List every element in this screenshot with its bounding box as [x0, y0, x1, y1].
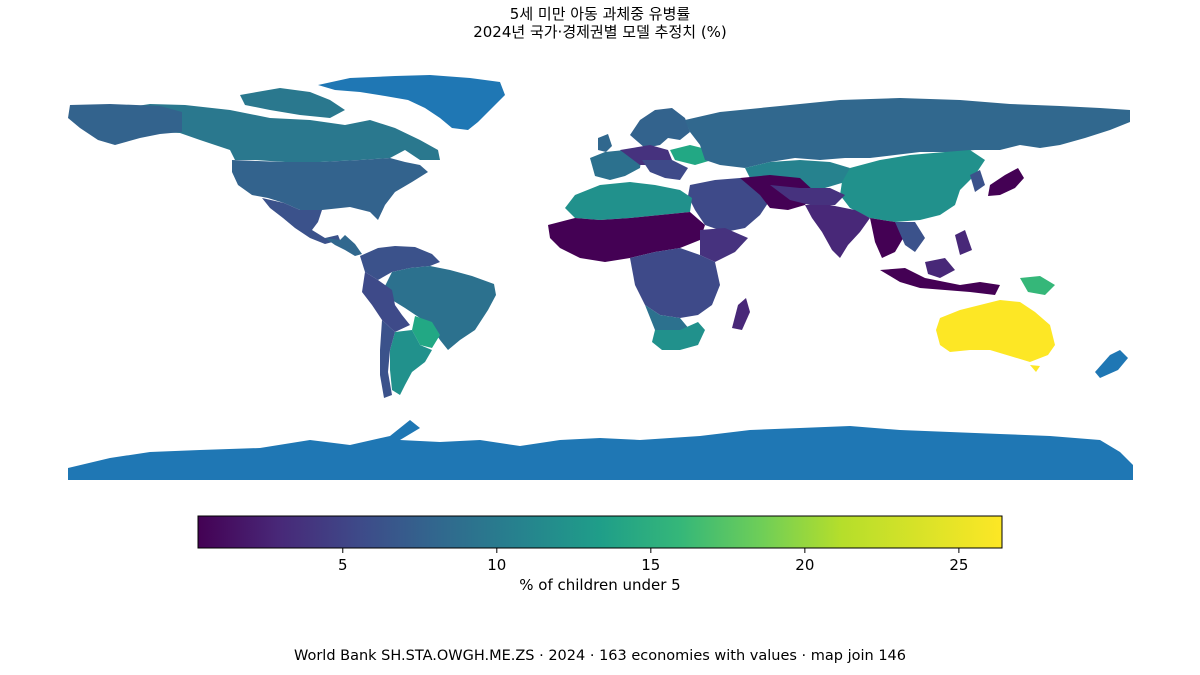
- india: [805, 205, 870, 258]
- greenland: [318, 75, 505, 130]
- borneo: [925, 258, 955, 278]
- central-america: [325, 235, 362, 256]
- indochina: [895, 222, 925, 252]
- new-zealand: [1095, 350, 1128, 378]
- papua-new-guinea: [1020, 276, 1055, 295]
- colorbar: [197, 515, 1003, 549]
- indonesia: [880, 268, 1000, 295]
- sahel: [548, 212, 705, 262]
- madagascar: [732, 298, 750, 330]
- source-note: World Bank SH.STA.OWGH.ME.ZS · 2024 · 16…: [293, 648, 907, 664]
- alaska: [68, 104, 182, 145]
- southeast-asia: [870, 218, 905, 258]
- colorbar-tick-label: 20: [795, 556, 814, 574]
- colorbar-tick-label: 15: [641, 556, 660, 574]
- colorbar-tick-label: 5: [338, 556, 348, 574]
- southern-africa: [652, 322, 705, 350]
- colorbar-tick-label: 10: [487, 556, 506, 574]
- colorbar-tick-label: 25: [949, 556, 968, 574]
- balkans: [642, 160, 688, 180]
- canada-islands: [240, 88, 345, 118]
- usa: [232, 158, 428, 220]
- antarctica: [68, 420, 1133, 480]
- japan: [988, 168, 1024, 196]
- north-africa: [565, 182, 692, 220]
- western-europe: [590, 150, 642, 180]
- mexico: [262, 198, 340, 244]
- middle-east: [688, 178, 770, 232]
- canada: [110, 104, 440, 162]
- scandinavia: [630, 108, 690, 148]
- australia: [936, 300, 1055, 362]
- chile: [380, 320, 395, 398]
- philippines: [955, 230, 972, 255]
- ukraine: [670, 145, 712, 165]
- brazil: [382, 266, 496, 350]
- colorbar-label: % of children under 5: [519, 576, 681, 594]
- venezuela-colombia: [360, 246, 440, 280]
- map-subtitle: 2024년 국가·경제권별 모델 추정치 (%): [473, 23, 727, 41]
- korea: [970, 170, 985, 192]
- peru-bolivia: [362, 272, 410, 332]
- central-asia: [770, 185, 845, 205]
- uk-ireland: [598, 134, 612, 152]
- mongolia-china: [840, 150, 985, 222]
- tasmania: [1030, 365, 1040, 372]
- map-title: 5세 미만 아동 과체중 유병률: [509, 5, 691, 23]
- central-africa: [630, 248, 720, 318]
- colorbar-ticks: 5 10 15 20 25: [338, 548, 968, 574]
- russia: [685, 98, 1130, 168]
- argentina: [390, 330, 432, 395]
- paraguay-uruguay: [412, 316, 440, 348]
- horn-of-africa: [700, 228, 748, 262]
